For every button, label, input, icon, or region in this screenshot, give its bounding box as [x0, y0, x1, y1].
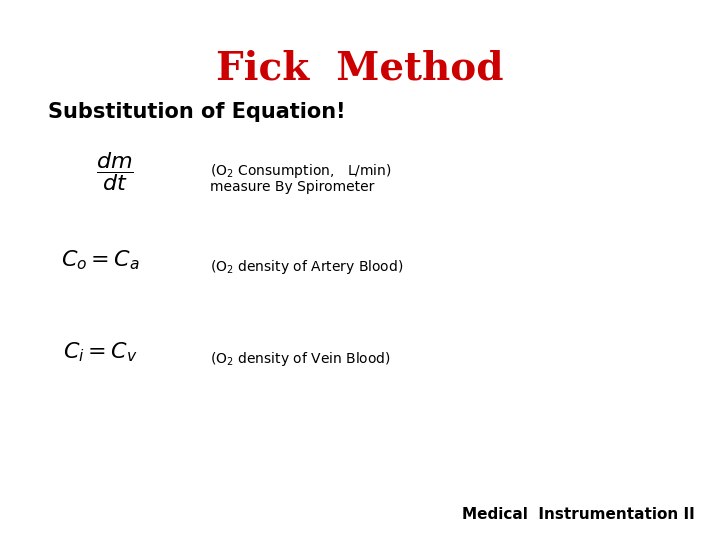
Text: (O$_2$ density of Vein Blood): (O$_2$ density of Vein Blood)	[210, 350, 391, 368]
Text: Substitution of Equation!: Substitution of Equation!	[48, 102, 346, 122]
Text: Fick  Method: Fick Method	[216, 50, 504, 88]
Text: (O$_2$ Consumption,   L/min): (O$_2$ Consumption, L/min)	[210, 162, 392, 180]
Text: $\dfrac{dm}{dt}$: $\dfrac{dm}{dt}$	[96, 150, 134, 193]
Text: Medical  Instrumentation II: Medical Instrumentation II	[462, 507, 695, 522]
Text: measure By Spirometer: measure By Spirometer	[210, 180, 374, 194]
Text: $C_o = C_a$: $C_o = C_a$	[60, 248, 140, 272]
Text: $C_i = C_v$: $C_i = C_v$	[63, 340, 138, 363]
Text: (O$_2$ density of Artery Blood): (O$_2$ density of Artery Blood)	[210, 258, 403, 276]
